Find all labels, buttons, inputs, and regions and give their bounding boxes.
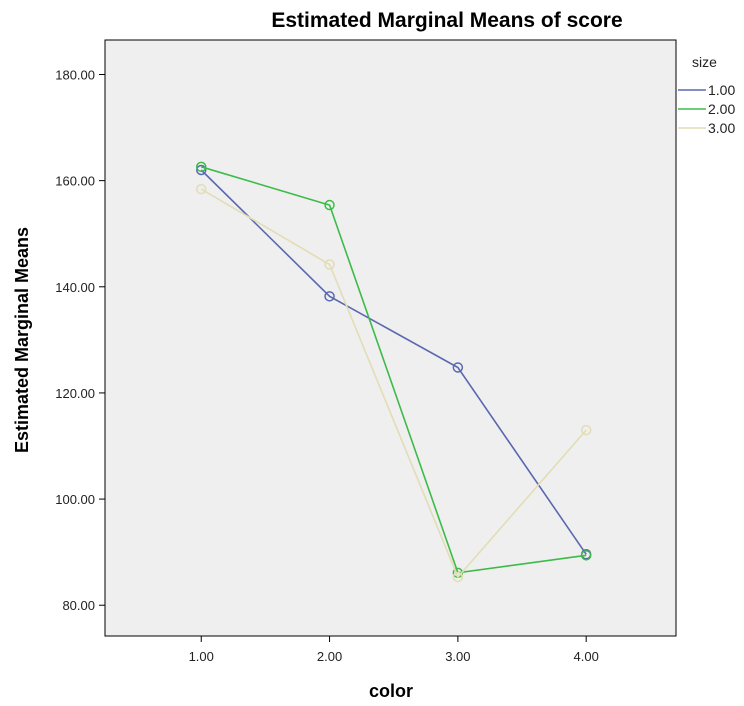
series-3-point xyxy=(324,259,335,270)
y-tick-label: 180.00 xyxy=(55,67,95,82)
y-tick-label: 140.00 xyxy=(55,280,95,295)
series-2-point xyxy=(580,550,592,561)
series-1-point xyxy=(324,291,335,302)
x-tick-label: 2.00 xyxy=(317,649,342,664)
chart-title: Estimated Marginal Means of score xyxy=(271,9,622,32)
series-line-1 xyxy=(200,169,587,555)
series-3-point xyxy=(580,424,592,436)
legend-title: size xyxy=(692,54,717,70)
legend-label-1: 1.00 xyxy=(708,82,735,98)
y-tick-label: 80.00 xyxy=(62,598,95,613)
x-tick-label: 3.00 xyxy=(445,649,470,664)
y-axis: 80.00 100.00 120.00 140.00 160.00 180.00 xyxy=(55,67,105,613)
plot-area xyxy=(104,39,677,637)
series-3-point xyxy=(195,183,207,195)
x-tick-label: 1.00 xyxy=(189,649,214,664)
x-axis-title: color xyxy=(369,681,413,701)
y-axis-title: Estimated Marginal Means xyxy=(12,227,32,453)
x-tick-label: 4.00 xyxy=(574,649,599,664)
y-tick-label: 120.00 xyxy=(55,386,95,401)
series-line-3 xyxy=(200,188,587,579)
series-line-2 xyxy=(200,166,587,574)
series-1-point xyxy=(195,164,207,176)
series-layer xyxy=(195,161,592,583)
series-3-point xyxy=(452,571,464,583)
legend-label-3: 3.00 xyxy=(708,120,735,136)
legend-label-2: 2.00 xyxy=(708,101,735,117)
series-2-point xyxy=(324,199,335,211)
x-axis: 1.00 2.00 3.00 4.00 xyxy=(189,636,599,664)
y-tick-label: 100.00 xyxy=(55,492,95,507)
series-2-point xyxy=(195,161,207,173)
legend: size 1.00 2.00 3.00 xyxy=(678,54,735,136)
series-1-point xyxy=(452,362,464,373)
y-tick-label: 160.00 xyxy=(55,174,95,189)
